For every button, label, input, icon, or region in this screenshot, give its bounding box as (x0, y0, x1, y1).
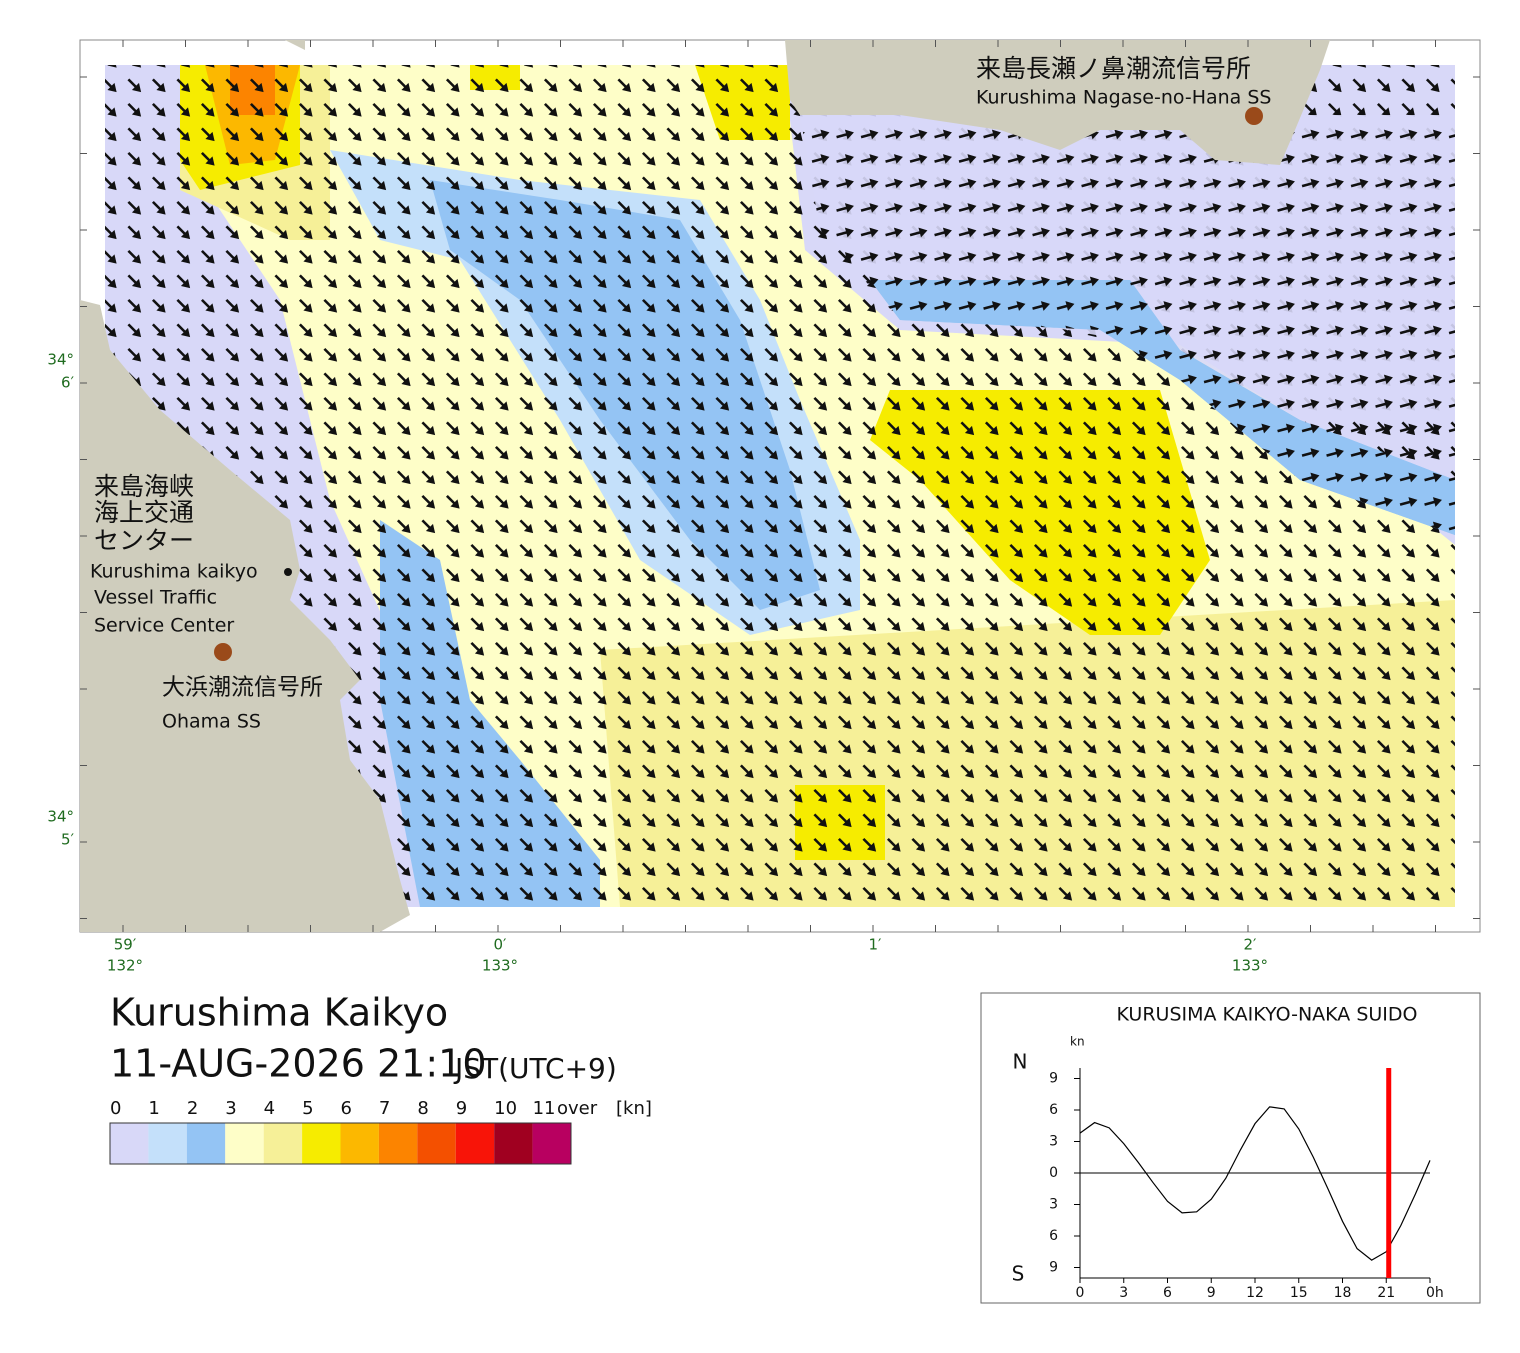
map-label: Vessel Traffic (94, 587, 217, 609)
y-unit: kn (1070, 1035, 1085, 1049)
tide-curve (1079, 1106, 1431, 1261)
map-label: 来島海峡 (94, 472, 194, 501)
map-label: Kurushima kaikyo (90, 561, 258, 583)
lon-label: 132° (107, 957, 143, 975)
x-tick-label: 9 (1207, 1285, 1216, 1301)
x-tick-label: 0h (1426, 1285, 1444, 1301)
x-tick-label: 18 (1334, 1285, 1352, 1301)
title: Kurushima Kaikyo (110, 991, 448, 1035)
map-label: 海上交通 (94, 498, 194, 527)
legend-swatch (455, 1123, 495, 1164)
legend-swatch (110, 1123, 149, 1164)
legend-unit: [kn] (616, 1098, 652, 1119)
legend-swatch (263, 1123, 303, 1164)
legend-label: over (557, 1098, 598, 1119)
y-tick-label: 9 (1049, 1260, 1058, 1276)
signal-station (214, 643, 232, 661)
lon-label: 59′ (114, 936, 137, 954)
legend-label: 4 (264, 1098, 275, 1119)
legend-swatch (302, 1123, 341, 1164)
legend-label: 7 (379, 1098, 390, 1119)
traffic-center (284, 568, 292, 576)
lat-label: 6′ (61, 374, 75, 392)
lon-label: 133° (482, 957, 518, 975)
legend-label: 1 (148, 1098, 159, 1119)
map-label: Kurushima Nagase-no-Hana SS (976, 87, 1271, 109)
lon-label: 133° (1232, 957, 1268, 975)
y-tick-label: 0 (1049, 1165, 1058, 1181)
legend-label: 3 (225, 1098, 236, 1119)
map-label: 大浜潮流信号所 (162, 675, 323, 701)
current-arrows (800, 115, 1455, 535)
lat-label: 34° (47, 808, 74, 826)
y-tick-label: 3 (1049, 1197, 1058, 1213)
legend-swatch (494, 1123, 533, 1164)
legend-label: 11 (533, 1098, 556, 1119)
x-tick-label: 0 (1076, 1285, 1085, 1301)
legend-label: 8 (417, 1098, 428, 1119)
x-tick-label: 21 (1377, 1285, 1395, 1301)
lat-label: 5′ (61, 831, 75, 849)
legend-swatch (417, 1123, 456, 1164)
lon-label: 1′ (869, 936, 883, 954)
legend-swatch (225, 1123, 264, 1164)
x-tick-label: 3 (1119, 1285, 1128, 1301)
land (80, 300, 410, 932)
signal-station (1245, 107, 1263, 125)
lat-label: 34° (47, 351, 74, 369)
south-label: S (1012, 1262, 1025, 1286)
y-tick-label: 6 (1049, 1228, 1058, 1244)
land (285, 40, 305, 50)
north-label: N (1013, 1050, 1028, 1074)
lon-label: 0′ (494, 936, 508, 954)
land (785, 40, 1330, 165)
x-tick-label: 6 (1163, 1285, 1172, 1301)
legend-swatch (148, 1123, 187, 1164)
legend-label: 0 (110, 1098, 121, 1119)
x-tick-label: 12 (1246, 1285, 1264, 1301)
legend-label: 5 (302, 1098, 313, 1119)
y-tick-label: 3 (1049, 1134, 1058, 1150)
chart-title: KURUSIMA KAIKYO-NAKA SUIDO (1116, 1004, 1417, 1026)
legend-swatch (532, 1123, 571, 1164)
legend-label: 6 (341, 1098, 352, 1119)
timezone: JST(UTC+9) (453, 1052, 617, 1085)
map-label: 来島長瀬ノ鼻潮流信号所 (976, 54, 1251, 83)
x-tick-label: 15 (1290, 1285, 1308, 1301)
map-label: Service Center (94, 615, 234, 637)
map-label: センター (94, 526, 194, 555)
y-tick-label: 9 (1049, 1071, 1058, 1087)
legend-label: 2 (187, 1098, 198, 1119)
map-label: Ohama SS (162, 711, 261, 733)
legend-swatch (186, 1123, 226, 1164)
legend-swatch (340, 1123, 379, 1164)
legend-frame (109, 1122, 572, 1165)
legend-label: 10 (494, 1098, 517, 1119)
tide-chart-frame (980, 992, 1481, 1304)
legend-label: 9 (456, 1098, 467, 1119)
legend-swatch (378, 1123, 418, 1164)
y-tick-label: 6 (1049, 1102, 1058, 1118)
lon-label: 2′ (1244, 936, 1258, 954)
datetime: 11-AUG-2026 21:10 (110, 1042, 487, 1086)
